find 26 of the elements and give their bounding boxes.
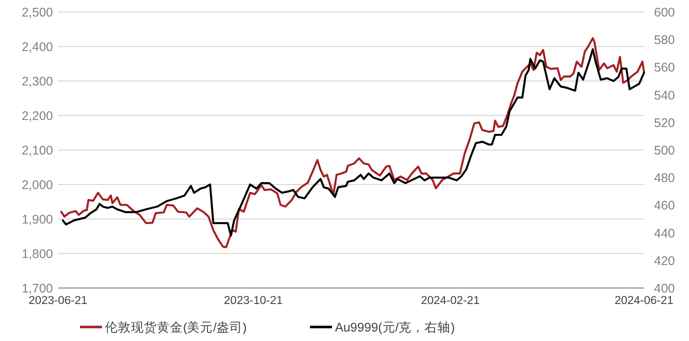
y2-tick-label: 520 <box>654 116 675 130</box>
y-tick-label: 1,800 <box>22 247 54 261</box>
y-tick-label: 2,300 <box>22 74 54 88</box>
x-tick-label: 2024-02-21 <box>420 295 480 307</box>
y2-tick-label: 580 <box>654 33 675 48</box>
y-tick-label: 2,500 <box>22 6 54 20</box>
y-tick-label: 2,400 <box>22 40 54 54</box>
y2-tick-label: 480 <box>654 171 675 186</box>
x-tick-label: 2023-06-21 <box>28 295 88 307</box>
y2-tick-label: 400 <box>654 282 675 296</box>
y-tick-label: 2,100 <box>22 144 54 158</box>
x-tick-label: 2023-10-21 <box>224 295 283 307</box>
y2-tick-label: 560 <box>654 60 675 75</box>
y2-tick-label: 420 <box>654 254 675 268</box>
y2-tick-label: 540 <box>654 88 675 102</box>
legend-label: 伦敦现货黄金(美元/盎司) <box>105 320 247 334</box>
y-tick-label: 2,200 <box>22 109 54 123</box>
y-tick-label: 2,000 <box>22 178 54 192</box>
y-tick-label: 1,900 <box>22 212 54 226</box>
y2-tick-label: 600 <box>654 6 675 20</box>
y2-tick-label: 460 <box>654 198 675 213</box>
y2-tick-label: 500 <box>654 144 675 158</box>
legend-label: Au9999(元/克，右轴) <box>335 320 455 334</box>
x-tick-label: 2024-06-21 <box>614 295 674 307</box>
y2-tick-label: 440 <box>654 226 675 240</box>
y-tick-label: 1,700 <box>22 282 54 296</box>
